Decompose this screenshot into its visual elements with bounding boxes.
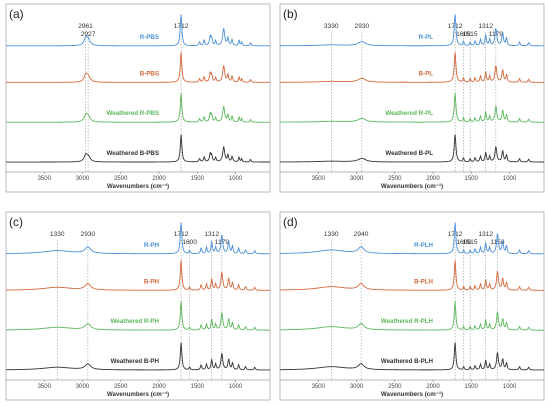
- peak-label: 1330: [324, 231, 339, 238]
- spectrum-line-weathered-r-ph: [6, 301, 270, 331]
- panel-label: (c): [9, 215, 23, 229]
- peak-label: 1712: [174, 231, 189, 238]
- x-tick-label: 1500: [465, 176, 479, 182]
- peak-label: 1330: [50, 231, 65, 238]
- series-label: R-PLH: [414, 242, 433, 249]
- panel-c: (c) 3500 3000 2500 2000 1500 1000 Wavenumbers (…: [5, 211, 271, 401]
- panel-label: (b): [283, 7, 298, 21]
- x-tick-label: 3000: [76, 176, 90, 182]
- x-tick-label: 2500: [114, 176, 128, 182]
- x-tick-label: 1500: [191, 176, 205, 182]
- peak-label: 2961: [78, 23, 93, 30]
- series-label: R-PH: [144, 242, 160, 249]
- spectrum-line-weathered-r-pl: [279, 93, 544, 123]
- x-tick-label: 1000: [229, 384, 243, 390]
- spectrum-line-b-plh: [279, 260, 545, 291]
- series-label: Weathered B-PH: [111, 358, 160, 365]
- panel-frame: [279, 3, 545, 193]
- x-tick-label: 2000: [152, 176, 166, 182]
- x-tick-label: 2500: [388, 384, 402, 390]
- spectrum-line-r-ph: [5, 222, 270, 255]
- series-label: Weathered R-PLH: [381, 318, 434, 325]
- series-label: B-PH: [144, 278, 160, 285]
- x-tick-label: 3500: [38, 384, 52, 390]
- x-tick-label: 1000: [503, 176, 517, 182]
- series-label: R-PL: [419, 34, 434, 41]
- peak-label: 3330: [324, 23, 339, 30]
- x-tick-label: 3000: [76, 384, 90, 390]
- peak-label: 1712: [448, 231, 463, 238]
- x-tick-label: 2500: [388, 176, 402, 182]
- peak-label: 2930: [81, 231, 96, 238]
- spectrum-line-b-pbs: [6, 52, 270, 83]
- x-tick-label: 3500: [312, 176, 326, 182]
- peak-label: 1712: [448, 23, 463, 30]
- spectrum-line-weathered-r-pbs: [6, 93, 270, 123]
- series-label: B-PLH: [414, 278, 433, 285]
- x-axis-label: Wavenumbers (cm⁻¹): [381, 391, 443, 398]
- spectrum-line-b-ph: [5, 260, 270, 291]
- spectrum-line-weathered-r-plh: [280, 301, 544, 331]
- panel-frame: [5, 3, 271, 193]
- series-label: Weathered R-PL: [385, 110, 433, 117]
- peak-label: 2940: [354, 231, 369, 238]
- x-tick-label: 1500: [191, 384, 205, 390]
- peak-label: 1179: [489, 31, 504, 38]
- series-label: B-PBS: [140, 70, 159, 77]
- peak-label: 1312: [478, 23, 493, 30]
- peak-label: 1602: [456, 31, 471, 38]
- series-label: Weathered R-PH: [111, 318, 160, 325]
- panel-b: (b) 3500 3000 2500 2000 1500 1000 Wavenumbers (…: [279, 3, 545, 193]
- peak-label: 2927: [81, 31, 96, 38]
- peak-label: 1515: [463, 31, 478, 38]
- spectrum-line-r-pl: [280, 14, 544, 47]
- panel-frame: [279, 211, 545, 401]
- x-axis-label: Wavenumbers (cm⁻¹): [381, 183, 443, 190]
- x-tick-label: 3500: [38, 176, 52, 182]
- x-tick-label: 3500: [312, 384, 326, 390]
- series-label: B-PL: [419, 70, 434, 77]
- series-label: Weathered R-PBS: [107, 110, 160, 117]
- series-label: Weathered B-PL: [385, 150, 433, 157]
- spectrum-line-weathered-b-pl: [280, 134, 544, 163]
- panel-d: (d) 3500 3000 2500 2000 1500 1000 Wavenumbers (…: [279, 211, 545, 401]
- peak-label: 1312: [478, 231, 493, 238]
- x-tick-label: 2000: [152, 384, 166, 390]
- peak-label: 1712: [174, 23, 189, 30]
- series-label: Weathered B-PBS: [107, 150, 160, 157]
- spectrum-line-r-pbs: [6, 14, 270, 47]
- x-tick-label: 1000: [503, 384, 517, 390]
- peak-label: 1158: [490, 239, 505, 246]
- spectrum-line-weathered-b-ph: [5, 342, 270, 371]
- panel-label: (a): [9, 7, 24, 21]
- spectrum-line-b-pl: [280, 52, 545, 83]
- x-tick-label: 1500: [465, 384, 479, 390]
- series-label: Weathered B-PLH: [381, 358, 434, 365]
- spectrum-line-r-plh: [279, 222, 544, 255]
- x-tick-label: 3000: [350, 384, 364, 390]
- x-tick-label: 2000: [426, 384, 440, 390]
- x-tick-label: 3000: [350, 176, 364, 182]
- spectrum-line-weathered-b-plh: [279, 342, 544, 371]
- x-axis-label: Wavenumbers (cm⁻¹): [107, 183, 169, 190]
- peak-label: 2930: [355, 23, 370, 30]
- x-axis-label: Wavenumbers (cm⁻¹): [107, 391, 169, 398]
- x-tick-label: 1000: [229, 176, 243, 182]
- x-tick-label: 2000: [426, 176, 440, 182]
- series-label: R-PBS: [140, 34, 159, 41]
- x-tick-label: 2500: [114, 384, 128, 390]
- peak-label: 1179: [215, 239, 230, 246]
- peak-label: 1600: [456, 239, 471, 246]
- spectrum-line-weathered-b-pbs: [6, 134, 270, 163]
- peak-label: 1600: [182, 239, 197, 246]
- peak-label: 1312: [204, 231, 219, 238]
- peak-label: 1515: [463, 239, 478, 246]
- panel-label: (d): [283, 215, 298, 229]
- panel-a: (a) 3500 3000 2500 2000 1500 1000 Wavenumbers (…: [5, 3, 271, 193]
- panel-frame: [5, 211, 271, 401]
